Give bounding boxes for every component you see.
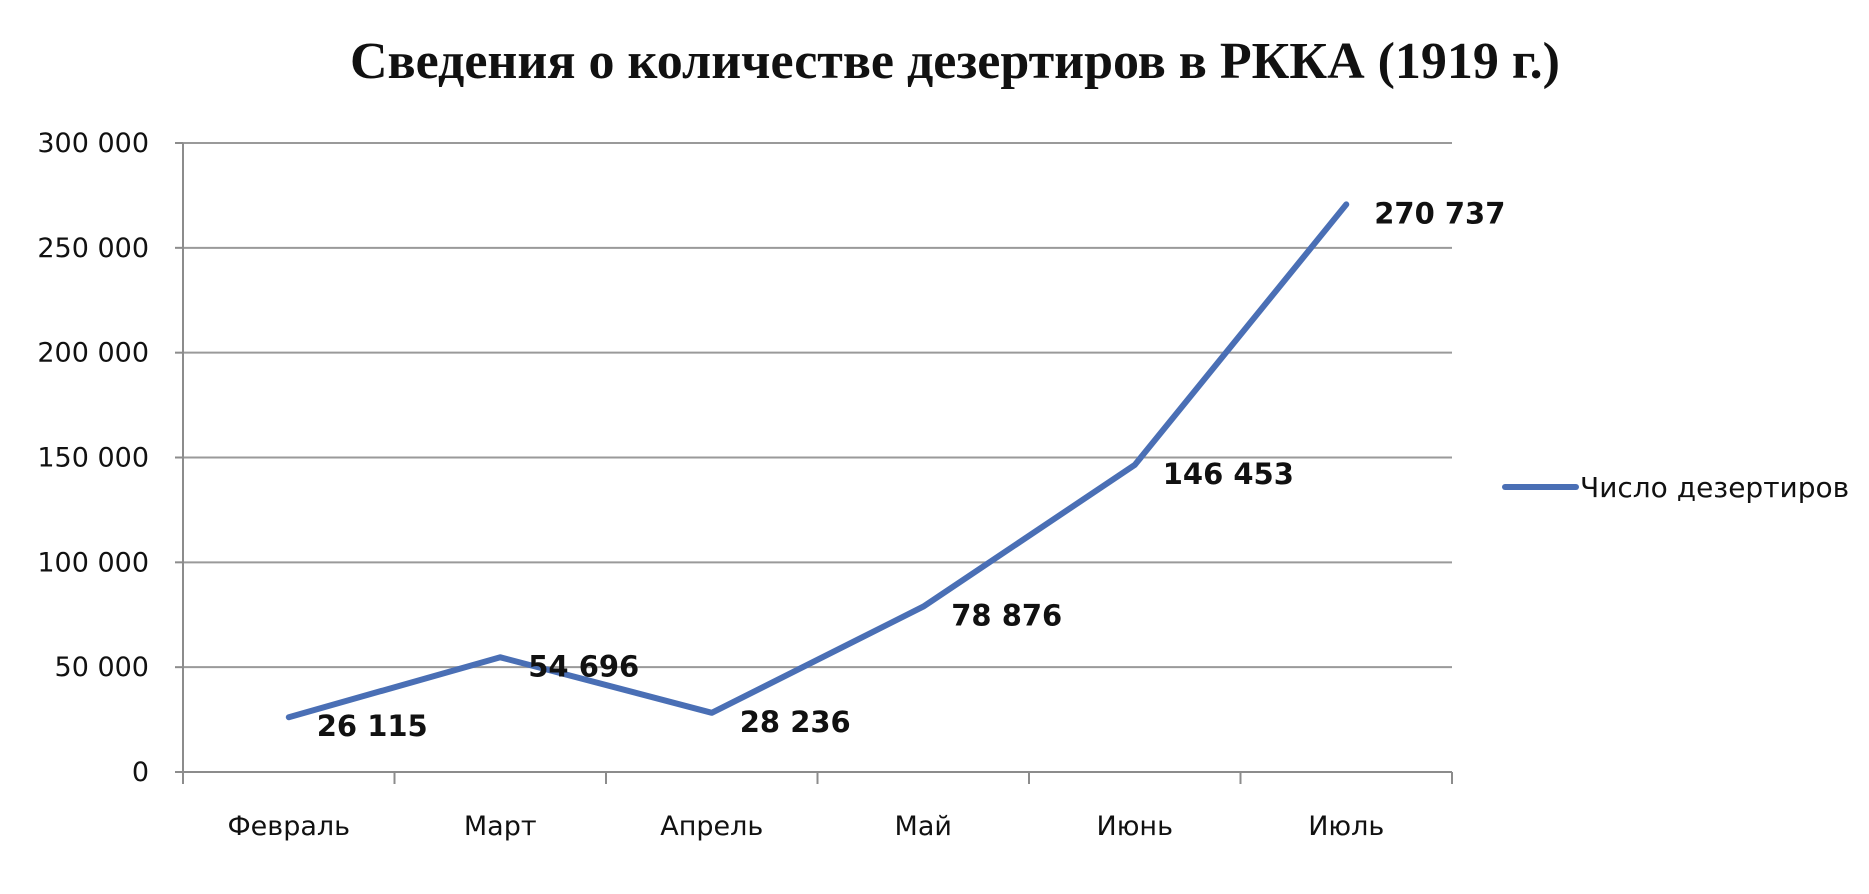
y-tick-label: 300 000	[37, 128, 149, 159]
x-tick-label: Февраль	[227, 811, 350, 842]
y-tick-label: 0	[132, 757, 149, 788]
y-tick-label: 100 000	[37, 547, 149, 578]
data-label: 270 737	[1374, 196, 1505, 230]
data-label: 54 696	[528, 649, 639, 683]
y-tick-label: 50 000	[55, 652, 149, 683]
series-lines	[285, 201, 1350, 721]
data-label: 146 453	[1163, 457, 1294, 491]
legend: Число дезертиров	[1502, 471, 1849, 504]
axes	[175, 142, 1453, 784]
x-tick-label: Май	[895, 811, 952, 842]
legend-label: Число дезертиров	[1580, 471, 1849, 504]
y-tick-label: 250 000	[37, 233, 149, 264]
y-axis-tick-labels: 0 50 000 100 000 150 000 200 000 250 000 300 0…	[37, 128, 149, 788]
y-tick-label: 200 000	[37, 338, 149, 369]
x-tick-label: Март	[464, 811, 537, 842]
x-tick-label: Июль	[1308, 811, 1384, 842]
chart-title: Сведения о количестве дезертиров в РККА …	[350, 33, 1560, 90]
x-tick-label: Июнь	[1097, 811, 1174, 842]
data-labels: 26 115 54 696 28 236 78 876 146 453 270 737	[317, 196, 1506, 743]
y-tick-label: 150 000	[37, 443, 149, 474]
data-label: 78 876	[951, 599, 1062, 633]
gridlines	[183, 142, 1452, 669]
series-line	[285, 201, 1350, 721]
data-label: 26 115	[317, 709, 428, 743]
x-tick-label: Апрель	[660, 811, 763, 842]
data-label: 28 236	[740, 705, 851, 739]
x-axis-tick-labels: Февраль Март Апрель Май Июнь Июль	[227, 811, 1384, 842]
